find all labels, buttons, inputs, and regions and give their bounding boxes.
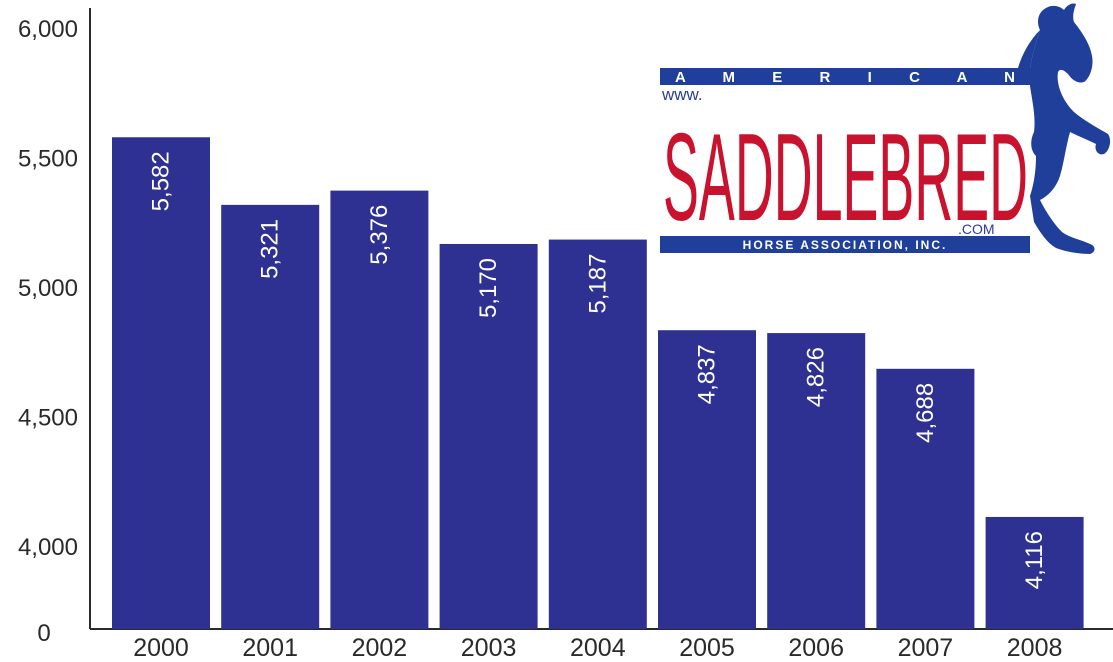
data-label: 5,187 [584,254,611,314]
bar [985,516,1084,629]
x-tick-label: 2001 [242,634,298,662]
data-label: 4,116 [1021,531,1048,589]
bar [876,368,975,629]
y-tick-label: 6,000 [18,16,78,43]
data-labels: 5,582 5,321 5,376 5,170 5,187 4,837 4,826 4,688… [148,151,1049,589]
x-tick-label: 2004 [570,634,626,662]
x-tick-label: 2007 [898,634,954,662]
data-label: 4,837 [694,344,721,404]
data-label: 5,376 [366,205,393,265]
bar [548,239,647,629]
x-tick-label: 2006 [788,634,844,662]
x-tick-label: 2008 [1007,634,1063,662]
bar [658,330,756,629]
bar [767,333,866,629]
y-axis-zero-label: 0 [37,620,50,647]
x-tick-labels: 2000 2001 2002 2003 2004 2005 2006 2007 2008 [133,634,1062,662]
data-label: 5,170 [475,258,502,318]
x-tick-label: 2000 [133,634,189,662]
bar [221,204,320,629]
y-tick-label: 4,500 [18,405,78,432]
bars [112,137,1084,629]
x-tick-label: 2002 [352,634,408,662]
data-label: 5,321 [257,219,284,279]
data-label: 5,582 [148,151,175,211]
logo-top-band [660,68,1030,85]
y-tick-label: 5,000 [18,275,78,302]
logo-main-text: SADDLEBRED [663,109,1028,247]
data-label: 4,826 [803,347,830,407]
y-tick-labels: 6,000 5,500 5,000 4,500 4,000 [18,16,78,561]
bar [439,243,538,629]
y-tick-label: 5,500 [18,146,78,173]
logo-bottom-text: HORSE ASSOCIATION, INC. [743,238,948,252]
logo-bottom-band [660,236,1030,253]
y-tick-label: 4,000 [18,534,78,561]
bar [330,190,429,629]
x-tick-label: 2003 [461,634,517,662]
horse-icon [1030,3,1111,254]
horse-mane-icon [1018,30,1040,68]
logo-com-text: .COM [958,221,995,237]
saddlebred-logo: A M E R I C A N www. SADDLEBRED .COM HOR… [660,3,1111,254]
logo-www-text: www. [661,85,703,104]
data-label: 4,688 [912,383,939,443]
x-tick-label: 2005 [679,634,735,662]
bar [112,137,210,629]
